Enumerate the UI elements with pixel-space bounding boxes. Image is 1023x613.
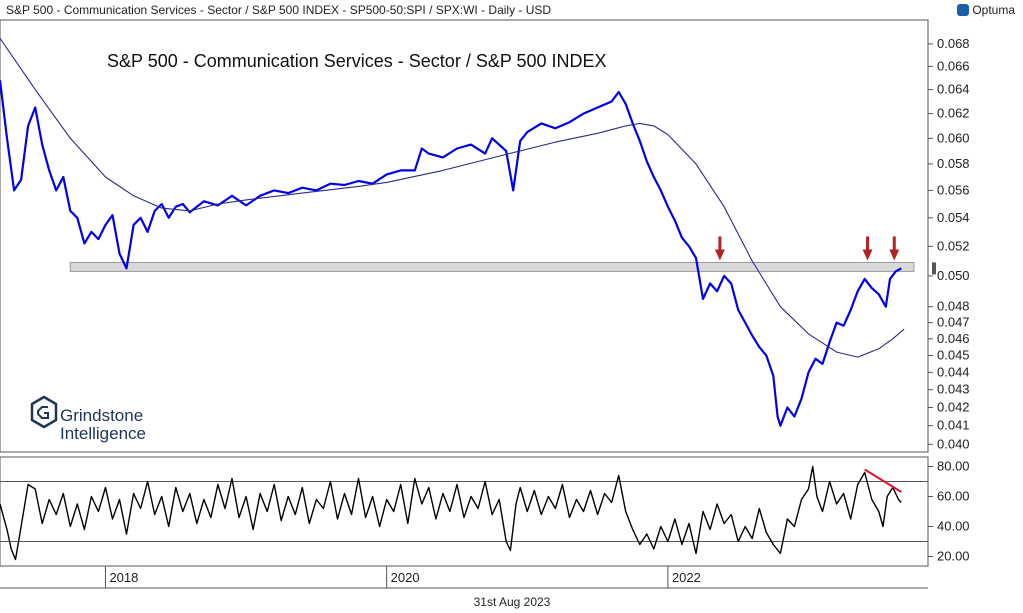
- main-y-axis: 0.068 0.066 0.064 0.062 0.060 0.058 0.056 0.054…: [928, 36, 970, 451]
- price-line: [0, 80, 902, 427]
- down-arrow-icon: [862, 236, 873, 261]
- rsi-tick-label: 80.00: [937, 459, 970, 474]
- rsi-panel-frame: [0, 456, 929, 567]
- y-tick-label: 0.041: [937, 418, 970, 433]
- arrow-head: [862, 249, 873, 261]
- y-tick-label: 0.054: [937, 210, 970, 225]
- rsi-y-axis: 80.00 60.00 40.00 20.00: [928, 459, 970, 564]
- y-tick-label: 0.045: [937, 347, 970, 362]
- chart-title: S&P 500 - Communication Services - Secto…: [107, 51, 607, 71]
- rsi-tick-label: 40.00: [937, 519, 970, 534]
- arrow-shaft: [892, 236, 896, 251]
- support-zone: [69, 261, 915, 272]
- moving-average-line: [0, 37, 905, 358]
- current-value-marker: [932, 262, 936, 275]
- y-tick-label: 0.056: [937, 182, 970, 197]
- rsi-tick-label: 60.00: [937, 489, 970, 504]
- series-layer: [0, 37, 905, 427]
- y-tick-label: 0.060: [937, 130, 970, 145]
- grindstone-hexagon-icon: [30, 395, 58, 429]
- footer-date: 31st Aug 2023: [474, 595, 551, 609]
- down-arrow-icon: [889, 236, 900, 261]
- grindstone-g-icon: [37, 406, 49, 419]
- arrow-shaft: [718, 236, 722, 251]
- y-tick-label: 0.050: [937, 268, 970, 283]
- x-tick-label: 2022: [672, 570, 701, 585]
- watermark-line2: Intelligence: [60, 424, 146, 443]
- y-tick-label: 0.048: [937, 299, 970, 314]
- rsi-trendline: [864, 468, 902, 493]
- x-tick-label: 2020: [391, 570, 420, 585]
- x-tick-label: 2018: [109, 570, 138, 585]
- down-arrow-icon: [714, 236, 725, 261]
- y-tick-label: 0.058: [937, 156, 970, 171]
- x-axis: 2018 2020 2022: [104, 566, 701, 588]
- rsi-layer: [0, 465, 928, 561]
- optuma-logo-icon: [957, 4, 970, 16]
- y-tick-label: 0.044: [937, 364, 970, 379]
- arrow-head: [714, 249, 725, 261]
- arrow-head: [889, 249, 900, 261]
- y-tick-label: 0.040: [937, 436, 970, 451]
- y-tick-label: 0.047: [937, 315, 970, 330]
- y-tick-label: 0.052: [937, 238, 970, 253]
- y-tick-label: 0.042: [937, 399, 970, 414]
- rsi-line: [0, 465, 902, 561]
- main-panel-frame: [0, 19, 929, 453]
- rsi-tick-label: 20.00: [937, 549, 970, 564]
- brand-name: Optuma: [972, 3, 1015, 17]
- support-zone-layer: [69, 261, 915, 272]
- y-tick-label: 0.062: [937, 106, 970, 121]
- y-tick-label: 0.046: [937, 331, 970, 346]
- arrow-shaft: [866, 236, 870, 251]
- y-tick-label: 0.066: [937, 58, 970, 73]
- chart-description: S&P 500 - Communication Services - Secto…: [6, 3, 552, 17]
- brand-logo: Optuma: [957, 3, 1015, 17]
- y-tick-label: 0.068: [937, 36, 970, 51]
- grindstone-logo: Grindstone Intelligence: [30, 395, 146, 443]
- y-tick-label: 0.043: [937, 382, 970, 397]
- arrow-layer: [714, 236, 900, 261]
- watermark-line1: Grindstone: [60, 406, 143, 425]
- y-tick-label: 0.064: [937, 82, 970, 97]
